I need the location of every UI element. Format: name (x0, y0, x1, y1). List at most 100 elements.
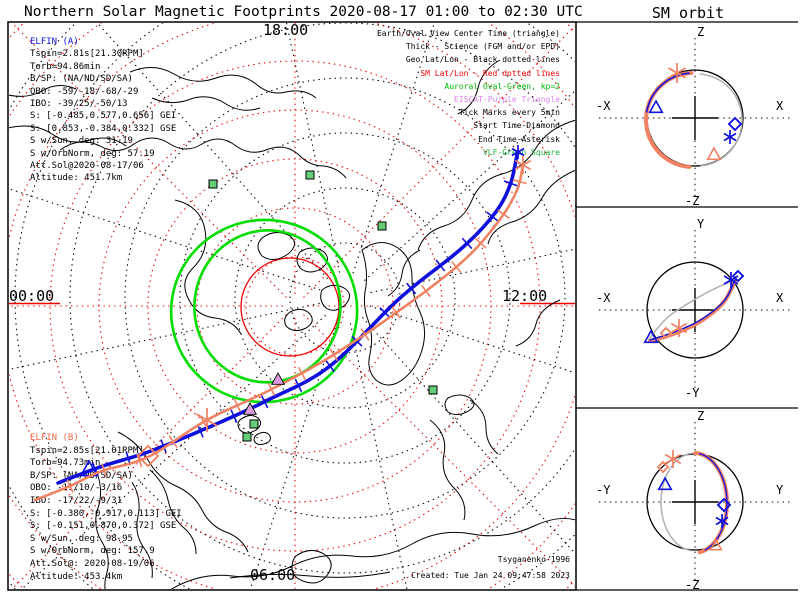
start-time-diamond-marker (727, 116, 743, 132)
five-min-tick (512, 179, 527, 185)
orbit-axis-label: -X (596, 99, 611, 113)
five-min-tick (260, 395, 269, 409)
info-line: Att.Sol@: 2020-08-19/06 (30, 558, 155, 569)
orbit-axis-label: -Y (685, 386, 700, 400)
figure-title: Northern Solar Magnetic Footprints 2020-… (24, 4, 583, 20)
orbit-axis-label: Y (697, 217, 705, 231)
five-min-tick (474, 237, 487, 249)
coastline (457, 59, 501, 115)
info-line: Tspin=2.81s[21.30RPM] (30, 49, 144, 60)
coastline (229, 571, 391, 579)
orbit-axis-label: -Y (596, 483, 611, 497)
five-min-tick (101, 463, 108, 478)
orbit-arc (645, 72, 690, 113)
asterisk-ray (715, 516, 729, 526)
coastline (9, 85, 77, 97)
orbit-arc (699, 453, 728, 551)
orbit-axis-label: Y (776, 483, 784, 497)
orbit-arc (644, 71, 694, 169)
info-line: Att.Sol@2020-08-17/06 (30, 161, 144, 172)
geo-meridian (363, 90, 575, 282)
start-time-diamond-marker (659, 326, 673, 340)
info-line: IBO: -17/22/-9/31 (30, 495, 123, 506)
coastline (487, 169, 575, 245)
five-min-tick (360, 328, 370, 341)
orbit-axis-label: -Z (685, 194, 700, 208)
earth-circle (646, 261, 744, 359)
end-time-asterisk-marker (670, 319, 688, 337)
orbit-arc (693, 451, 729, 555)
info-line: S: [-0.485,0.577,0.656] GEI (30, 111, 177, 122)
start-time-diamond-marker (136, 444, 160, 468)
info-line: Torb=94.86min (30, 61, 101, 72)
coastline (237, 414, 262, 434)
coastline (149, 469, 197, 555)
geo-meridian (349, 323, 408, 589)
geo-meridian (9, 302, 320, 370)
five-min-tick (168, 435, 178, 448)
center-time-triangle-marker (643, 329, 659, 344)
sm-meridian (11, 314, 287, 589)
geo-meridian (9, 188, 321, 291)
auroral-oval-inner (193, 229, 342, 384)
start-time-diamond-marker (716, 497, 732, 513)
five-min-tick (160, 439, 167, 453)
vlf-square-icon (242, 432, 252, 442)
orbit-axis-label: Z (697, 409, 705, 423)
coastline (174, 199, 242, 335)
created-label: Created: Tue Jan 24 09:47:58 2023 (411, 571, 570, 580)
orbit-arc (649, 279, 736, 341)
vlf-square-icon (249, 419, 259, 429)
info-line: Tspin=2.85s[21.01RPM] (30, 445, 144, 456)
model-label: Tsyganenko-1996 (497, 555, 570, 564)
legend-item: Earth/Oval View Center Time (triangle) (376, 29, 560, 38)
coastline (129, 67, 317, 99)
center-time-triangle-marker (706, 146, 722, 161)
five-min-tick (297, 366, 306, 380)
coastline (59, 137, 347, 179)
geo-meridian (285, 23, 341, 273)
clock-label-18: 18:00 (263, 21, 309, 39)
five-min-tick (230, 409, 238, 423)
geo-meridian (370, 248, 575, 294)
auroral-oval-outer (169, 218, 359, 404)
clock-label-06: 06:00 (250, 566, 296, 584)
info-line: S w/Sun, deg: 31.19 (30, 136, 133, 147)
end-time-asterisk-marker (715, 514, 729, 528)
geo-latitude-ring (234, 187, 456, 409)
coastline (387, 249, 421, 297)
five-min-tick (325, 359, 335, 373)
center-time-triangle-marker (709, 538, 723, 551)
coastline (291, 550, 332, 584)
asterisk-ray (514, 159, 532, 171)
start-time-diamond-marker (656, 460, 670, 474)
five-min-tick (196, 424, 204, 438)
elfin-b-info: ELFIN (B) Tspin=2.85s[21.01RPM] Torb=94.73… (30, 432, 182, 583)
five-min-tick (391, 306, 402, 319)
five-min-tick (461, 237, 473, 250)
legend-item: VLF-Green Square (482, 147, 560, 157)
legend-item: Geo Lat/Lon - Black dotted lines (405, 55, 560, 65)
elfin-a-track (56, 153, 519, 485)
geo-meridian (20, 314, 327, 589)
coastline (131, 481, 153, 579)
orbit-arc (699, 73, 743, 167)
elfin-b-heading: ELFIN (B) (30, 433, 79, 443)
geo-meridian (352, 23, 435, 274)
end-time-asterisk-marker (514, 156, 532, 174)
asterisk-ray (670, 322, 688, 334)
coastline (429, 419, 466, 521)
coastline (284, 308, 313, 332)
geo-meridian (361, 316, 575, 555)
asterisk-ray (511, 147, 525, 157)
coastline (9, 125, 127, 147)
vlf-square-icon (305, 170, 315, 180)
map-border (7, 21, 577, 591)
coastline (361, 242, 426, 386)
end-time-asterisk-marker (723, 130, 737, 144)
vlf-square-icon (208, 179, 218, 189)
sm-meridian (303, 25, 575, 298)
elfin-a-info: ELFIN (A) Tspin=2.81s[21.30RPM] Torb=94.86… (30, 36, 176, 185)
